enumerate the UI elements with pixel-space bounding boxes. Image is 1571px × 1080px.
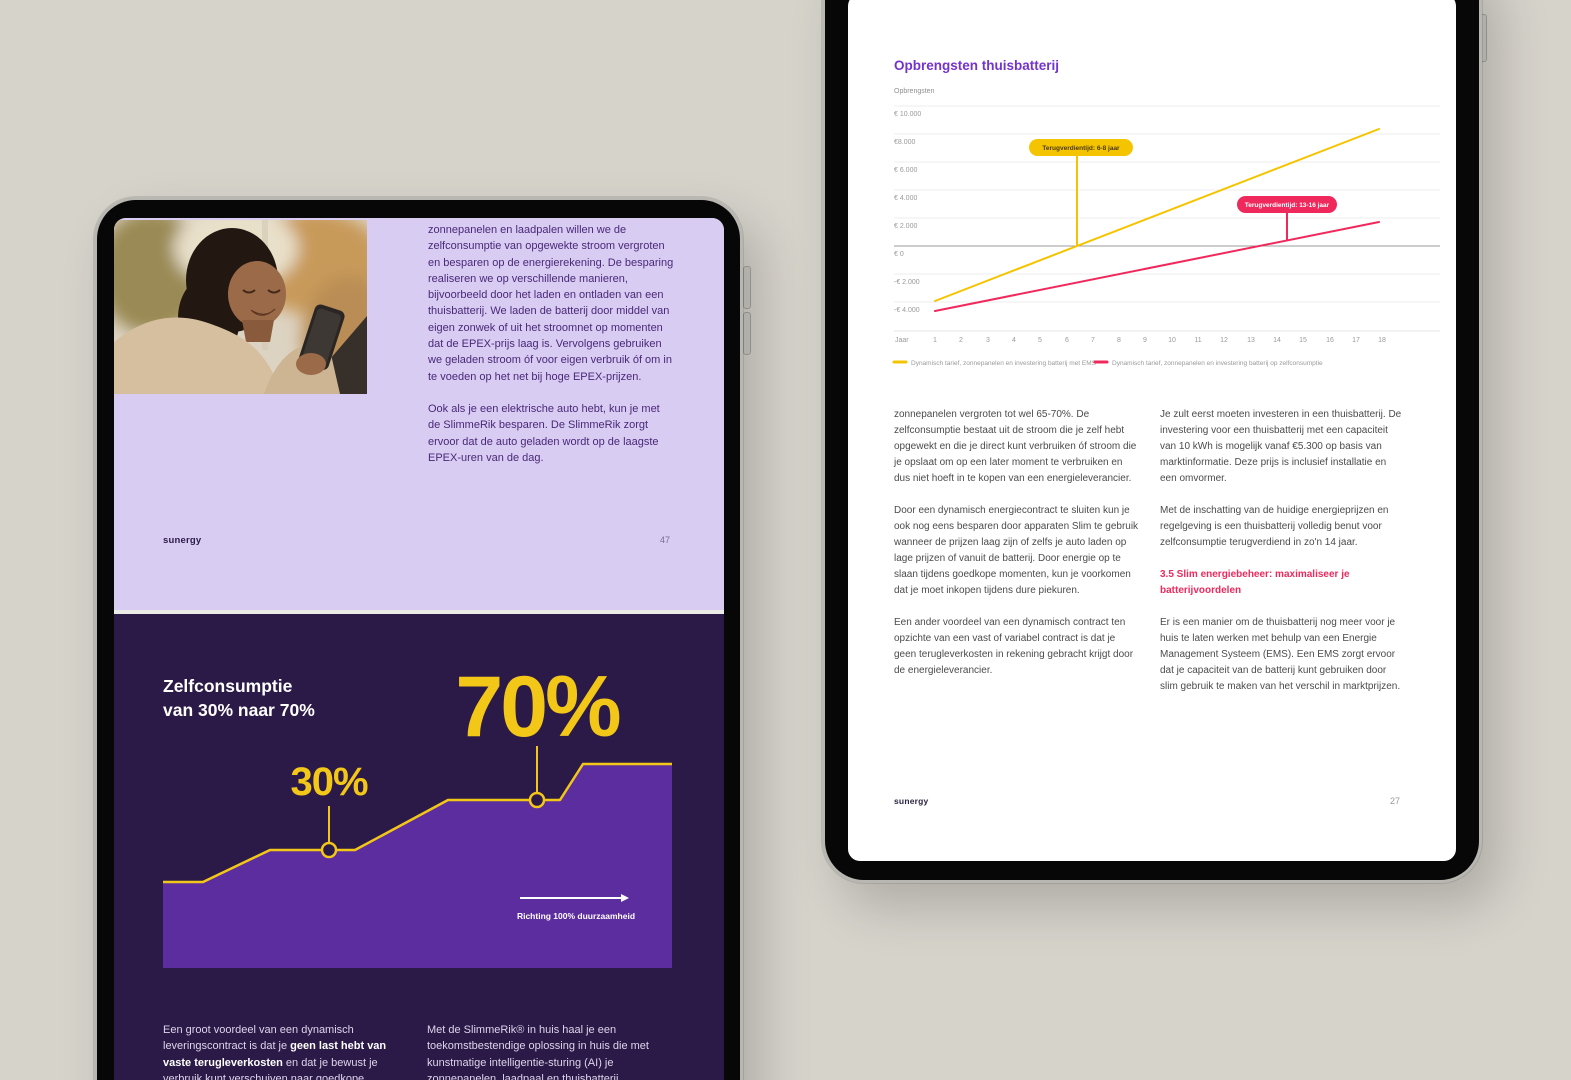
photo-woman-with-phone: [114, 220, 367, 394]
legend-label-pink: Dynamisch tarief, zonnepanelen en invest…: [1112, 360, 1323, 367]
chart-title: Opbrengsten thuisbatterij: [894, 58, 1060, 73]
badge-label-pink: Terugverdientijd: 13-16 jaar: [1245, 202, 1330, 209]
left-tablet-screen[interactable]: zonnepanelen en laadpalen willen we de z…: [114, 218, 724, 1080]
text-segment: en dat je bewust je verbruik kunt versch…: [163, 1056, 378, 1080]
payback-line-chart: Opbrengsten € 10.000 €8.000 € 6.000 € 4.…: [892, 88, 1440, 367]
self-consumption-area-chart: [163, 762, 672, 968]
brochure-page-47: zonnepanelen en laadpalen willen we de z…: [114, 218, 724, 610]
right-tablet-screen[interactable]: Opbrengsten thuisbatterij Opbrengsten € …: [848, 0, 1456, 861]
y-tick: € 10.000: [894, 111, 921, 118]
label-70-percent: 70%: [455, 659, 621, 755]
x-tick: 3: [986, 337, 990, 344]
x-tick: 7: [1091, 337, 1095, 344]
page-47-body-text: zonnepanelen en laadpalen willen we de z…: [428, 222, 674, 482]
x-tick: 1: [933, 337, 937, 344]
series-line-ems: [934, 128, 1380, 302]
arrow-caption: Richting 100% duurzaamheid: [516, 911, 636, 921]
text-segment: Een groot voordeel van een dynamisch lev…: [163, 1024, 354, 1053]
page-number: 27: [1389, 796, 1400, 806]
badge-label-yellow: Terugverdientijd: 6-8 jaar: [1042, 145, 1120, 152]
heading-line: Zelfconsumptie: [163, 676, 293, 696]
x-tick: 12: [1220, 337, 1228, 344]
marker-70-percent: [528, 791, 546, 809]
brochure-page-infographic: Zelfconsumptie van 30% naar 70% 70% 30% …: [114, 614, 724, 1080]
x-tick: 17: [1352, 337, 1360, 344]
page-47-footer: sunergy 47: [163, 535, 670, 546]
marker-30-percent: [320, 841, 338, 859]
y-tick: -€ 4.000: [894, 307, 920, 314]
paragraph: Een ander voordeel van een dynamisch con…: [894, 617, 1134, 676]
y-tick: -€ 2.000: [894, 279, 920, 286]
left-tablet-volume-down-button: [743, 312, 751, 355]
x-tick: 18: [1378, 337, 1386, 344]
body-column-right: Je zult eerst moeten investeren in een t…: [1160, 407, 1405, 711]
y-tick: €8.000: [894, 139, 916, 146]
connector-line-70: [536, 746, 538, 793]
y-tick: € 4.000: [894, 195, 917, 202]
paragraph: Er is een manier om de thuisbatterij nog…: [1160, 617, 1401, 692]
x-tick: 9: [1143, 337, 1147, 344]
left-tablet-volume-up-button: [743, 266, 751, 309]
sunergy-logo: sunergy: [894, 796, 929, 806]
connector-line-30: [328, 806, 330, 843]
section-heading-3-5: 3.5 Slim energiebeheer: maximaliseer je …: [1160, 569, 1350, 596]
text-segment-bold: geen last hebt van vaste terugleverkoste…: [163, 1040, 387, 1069]
legend-label-yellow: Dynamisch tarief, zonnepanelen en invest…: [911, 360, 1097, 367]
y-axis-title: Opbrengsten: [894, 88, 935, 95]
body-column-left: zonnepanelen vergroten tot wel 65-70%. D…: [894, 407, 1139, 711]
page-27-body-columns: zonnepanelen vergroten tot wel 65-70%. D…: [894, 407, 1405, 711]
bottom-column-left: Een groot voordeel van een dynamisch lev…: [163, 1022, 401, 1080]
series-line-zelfconsumptie: [934, 221, 1380, 312]
x-tick: 5: [1038, 337, 1042, 344]
bottom-column-right: Met de SlimmeRik® in huis haal je een to…: [427, 1024, 649, 1080]
page-separator: [114, 610, 724, 614]
paragraph: zonnepanelen vergroten tot wel 65-70%. D…: [894, 409, 1137, 484]
x-tick: 15: [1299, 337, 1307, 344]
paragraph: Door een dynamisch energiecontract te sl…: [894, 505, 1139, 596]
sunergy-logo: sunergy: [163, 535, 202, 546]
y-tick: € 6.000: [894, 167, 917, 174]
arrow-right-icon: [520, 894, 629, 902]
x-tick: 13: [1247, 337, 1255, 344]
payback-badge-ems: [1029, 139, 1133, 156]
y-tick: € 0: [894, 251, 904, 258]
x-tick: 8: [1117, 337, 1121, 344]
infographic-bottom-columns: Een groot voordeel van een dynamisch lev…: [163, 1022, 661, 1080]
paragraph: zonnepanelen en laadpalen willen we de z…: [428, 224, 674, 383]
left-tablet-frame: zonnepanelen en laadpalen willen we de z…: [94, 197, 743, 1080]
x-tick: 2: [959, 337, 963, 344]
x-tick: 10: [1168, 337, 1176, 344]
x-axis-label: Jaar: [895, 337, 909, 344]
label-30-percent: 30%: [290, 760, 368, 804]
x-tick: 4: [1012, 337, 1016, 344]
x-tick: 11: [1194, 337, 1201, 344]
paragraph: Ook als je een elektrische auto hebt, ku…: [428, 402, 660, 464]
x-tick: 14: [1273, 337, 1281, 344]
x-tick: 6: [1065, 337, 1069, 344]
heading-line: van 30% naar 70%: [163, 700, 315, 720]
page-27-footer: sunergy 27: [894, 796, 1400, 806]
infographic-heading: Zelfconsumptie van 30% naar 70%: [163, 674, 413, 722]
payback-badge-zelfconsumptie: [1237, 196, 1337, 213]
page-number: 47: [659, 535, 670, 545]
paragraph: Met de inschatting van de huidige energi…: [1160, 505, 1389, 548]
y-tick: € 2.000: [894, 223, 917, 230]
paragraph: Je zult eerst moeten investeren in een t…: [1160, 409, 1402, 484]
x-tick: 16: [1326, 337, 1334, 344]
right-tablet-frame: Opbrengsten thuisbatterij Opbrengsten € …: [822, 0, 1482, 883]
